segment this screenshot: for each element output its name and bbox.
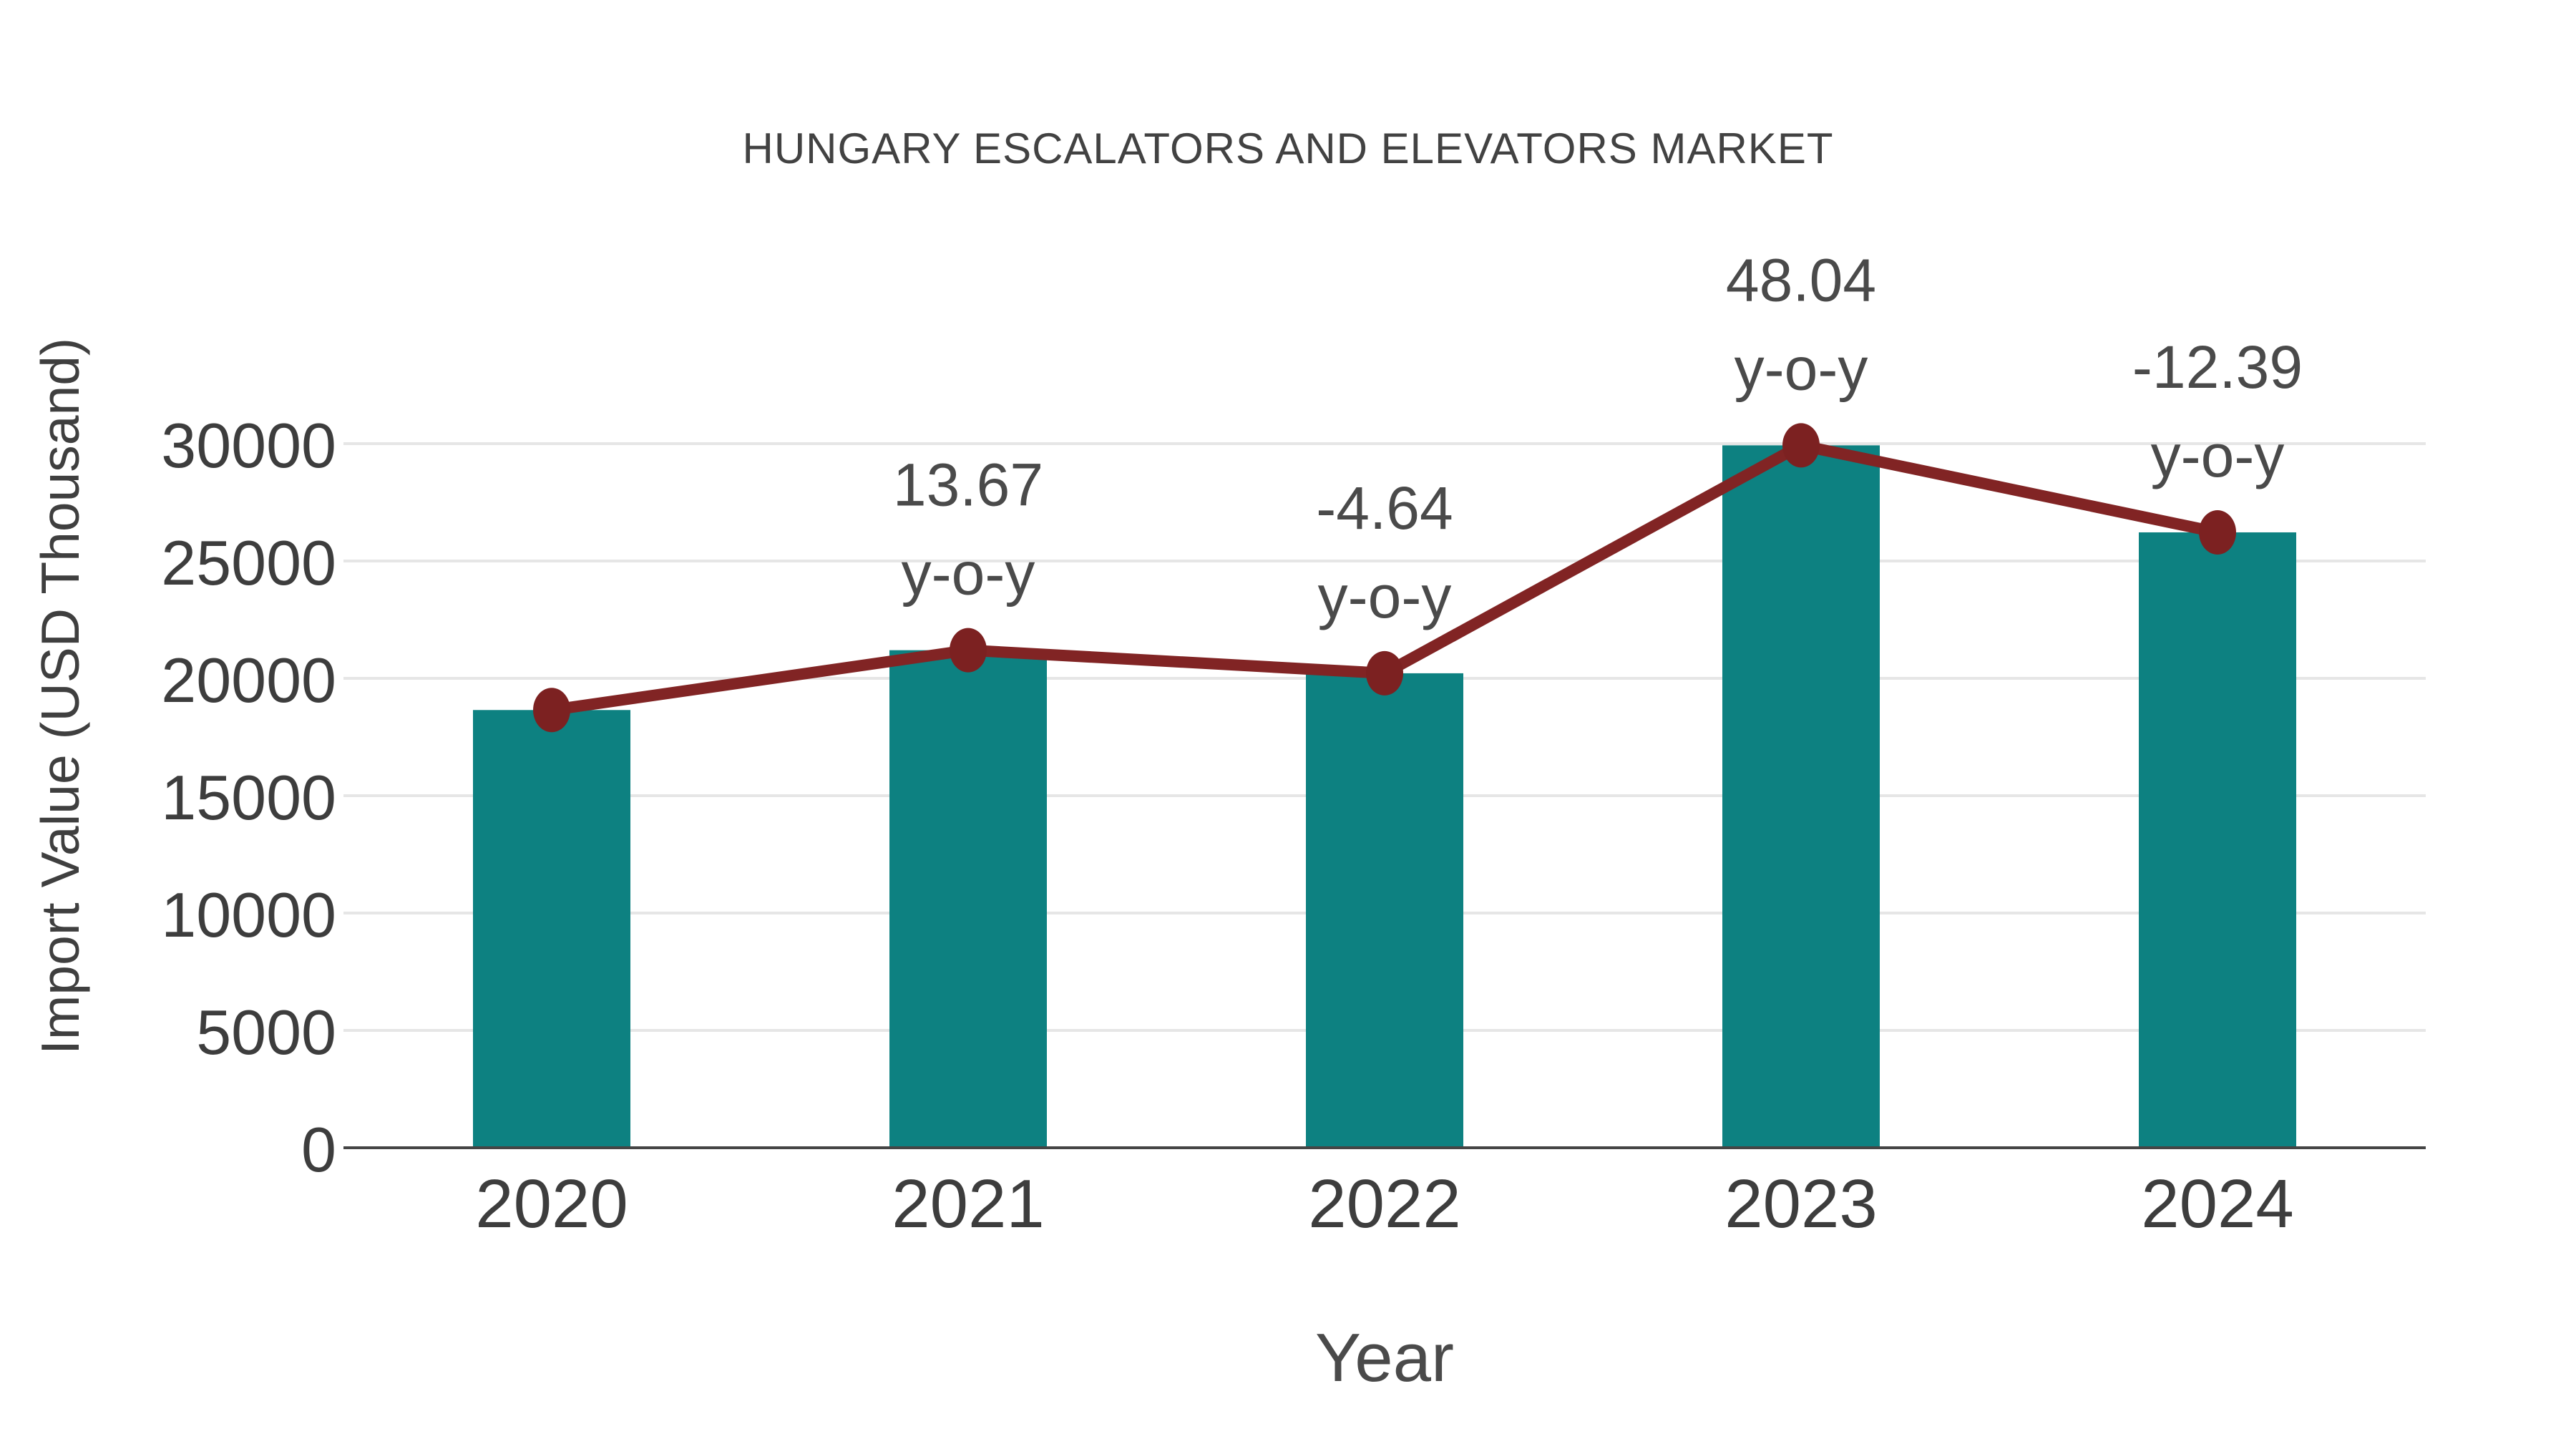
bar-2022 [1306,673,1463,1148]
annotation-2022-suffix: y-o-y [1318,563,1452,630]
bar-2020 [473,710,630,1148]
x-tick-2024: 2024 [2141,1166,2294,1242]
y-tick-30000: 30000 [161,410,336,481]
y-tick-20000: 20000 [161,645,336,716]
y-tick-10000: 10000 [161,879,336,950]
y-tick-15000: 15000 [161,762,336,833]
annotation-2022-value: -4.64 [1316,474,1453,542]
data-point-2024 [2199,509,2236,555]
x-tick-2021: 2021 [892,1166,1045,1242]
x-tick-2023: 2023 [1724,1166,1878,1242]
x-tick-2020: 2020 [475,1166,628,1242]
data-point-2020 [533,688,570,733]
data-point-2022 [1366,650,1403,696]
y-tick-25000: 25000 [161,527,336,598]
x-tick-2022: 2022 [1308,1166,1461,1242]
y-tick-5000: 5000 [196,997,336,1068]
bar-2023 [1722,445,1880,1148]
chart-title: HUNGARY ESCALATORS AND ELEVATORS MARKET [742,125,1834,172]
bar-2024 [2139,532,2296,1148]
data-point-2021 [950,628,987,673]
y-tick-0: 0 [301,1114,336,1185]
annotation-2024-suffix: y-o-y [2151,422,2285,489]
bar-2021 [889,650,1047,1148]
annotation-2024-value: -12.39 [2132,333,2303,401]
annotation-2023-value: 48.04 [1726,246,1876,313]
annotation-2021-value: 13.67 [893,452,1043,519]
x-axis-label: Year [1315,1319,1454,1396]
data-point-2023 [1782,423,1820,468]
annotation-2021-suffix: y-o-y [902,540,1035,608]
annotation-2023-suffix: y-o-y [1735,335,1868,402]
